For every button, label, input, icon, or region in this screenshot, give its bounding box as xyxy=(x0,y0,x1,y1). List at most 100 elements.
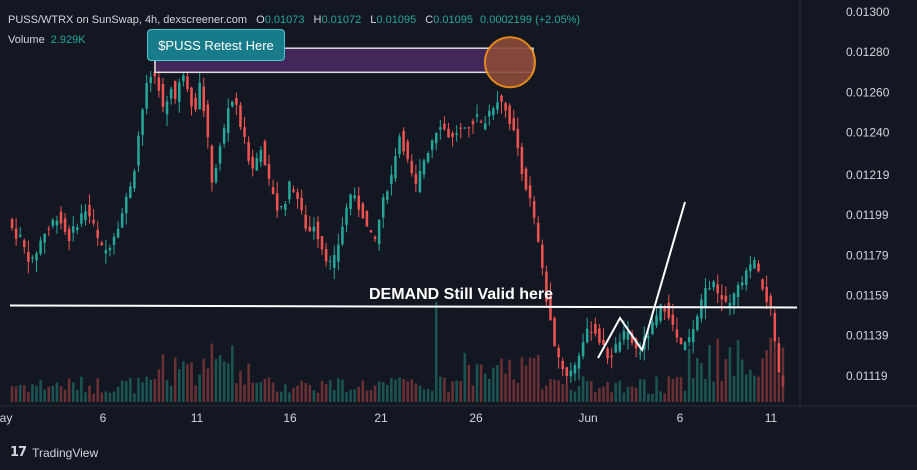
candle-body xyxy=(133,170,136,189)
volume-bar xyxy=(275,391,279,402)
volume-bar xyxy=(744,374,748,402)
pair-title: PUSS/WTRX on SunSwap, 4h, dexscreener.co… xyxy=(8,14,248,26)
volume-bar xyxy=(781,347,785,402)
candle-body xyxy=(630,332,634,343)
tradingview-brand[interactable]: 17 TradingView xyxy=(10,445,98,460)
candle-body xyxy=(761,279,764,289)
candle-body xyxy=(581,342,585,357)
volume-bar xyxy=(218,355,222,402)
candle-body xyxy=(296,192,299,199)
candle-body xyxy=(659,304,662,321)
volume-bar xyxy=(496,365,499,402)
candle-body xyxy=(647,336,650,339)
candle-body xyxy=(361,203,365,219)
volume-bar xyxy=(651,393,654,402)
volume-bar xyxy=(724,358,728,402)
candle-body xyxy=(414,173,418,184)
candle-body xyxy=(18,234,22,237)
high-label: H xyxy=(313,14,322,26)
candle-body xyxy=(324,248,328,262)
candle-body xyxy=(594,323,597,334)
candle-body xyxy=(728,302,732,308)
candle-body xyxy=(557,347,560,358)
candle-body xyxy=(720,295,724,300)
candle-body xyxy=(116,228,120,238)
candle-body xyxy=(504,103,507,111)
candle-body xyxy=(112,236,116,245)
volume-bar xyxy=(190,362,193,402)
candle-body xyxy=(88,204,91,217)
candle-body xyxy=(161,83,165,107)
candle-body xyxy=(369,230,373,233)
volume-bar xyxy=(243,384,246,402)
volume-bar xyxy=(577,386,581,402)
volume-bar xyxy=(630,386,634,402)
candle-body xyxy=(226,108,230,133)
candle-body xyxy=(532,201,536,218)
volume-bar xyxy=(206,368,210,402)
volume-bar xyxy=(610,392,613,402)
volume-bar xyxy=(47,386,51,402)
candle-body xyxy=(373,236,377,239)
x-tick-label: 21 xyxy=(374,411,388,425)
volume-bar xyxy=(51,385,55,402)
volume-bar xyxy=(430,390,434,402)
candle-body xyxy=(545,271,548,302)
low-value: 0.01095 xyxy=(376,14,417,26)
volume-bar xyxy=(328,380,332,402)
demand-annotation: DEMAND Still Valid here xyxy=(369,286,554,303)
candle-body xyxy=(434,133,438,144)
candle-body xyxy=(279,206,283,208)
volume-bar xyxy=(247,363,250,402)
volume-bar xyxy=(508,359,511,402)
candle-body xyxy=(496,102,499,110)
volume-bar xyxy=(720,381,724,402)
candle-body xyxy=(744,270,748,285)
candle-body xyxy=(304,214,307,229)
volume-bar xyxy=(749,369,752,402)
volume-bar xyxy=(133,393,136,402)
candle-body xyxy=(292,189,295,192)
candle-body xyxy=(426,153,430,162)
volume-bar xyxy=(345,392,348,402)
volume-bar xyxy=(304,382,307,402)
candle-body xyxy=(51,219,55,226)
candle-body xyxy=(769,295,772,309)
candle-body xyxy=(300,197,303,211)
candle-body xyxy=(732,293,736,306)
volume-bar xyxy=(643,379,646,402)
volume-bar xyxy=(210,343,214,402)
candle-body xyxy=(182,75,185,82)
volume-bar xyxy=(753,375,756,402)
low-label: L xyxy=(370,14,377,26)
candle-body xyxy=(96,229,99,238)
candle-body xyxy=(704,287,707,309)
candle-body xyxy=(687,337,691,343)
volume-bar xyxy=(439,376,442,402)
volume-bar xyxy=(402,379,405,402)
volume-bar xyxy=(165,380,169,402)
volume-bar xyxy=(765,350,768,402)
candle-body xyxy=(520,147,524,175)
candle-body xyxy=(43,233,46,243)
candle-body xyxy=(206,104,210,138)
volume-bar xyxy=(483,373,487,402)
candle-body xyxy=(377,219,381,245)
candle-body xyxy=(259,150,263,162)
candle-body xyxy=(320,236,324,250)
candle-body xyxy=(190,87,193,107)
candle-body xyxy=(736,285,740,297)
y-tick-label: 0.01300 xyxy=(846,5,890,19)
volume-bar xyxy=(377,381,381,402)
volume-bar xyxy=(35,385,38,402)
volume-bar xyxy=(381,382,385,402)
volume-bar xyxy=(194,385,197,402)
candle-body xyxy=(251,156,254,169)
candle-body xyxy=(439,127,442,130)
candle-body xyxy=(638,352,642,355)
volume-bar xyxy=(271,382,275,402)
candle-body xyxy=(275,193,279,211)
candle-body xyxy=(210,145,214,183)
candle-body xyxy=(696,316,699,330)
